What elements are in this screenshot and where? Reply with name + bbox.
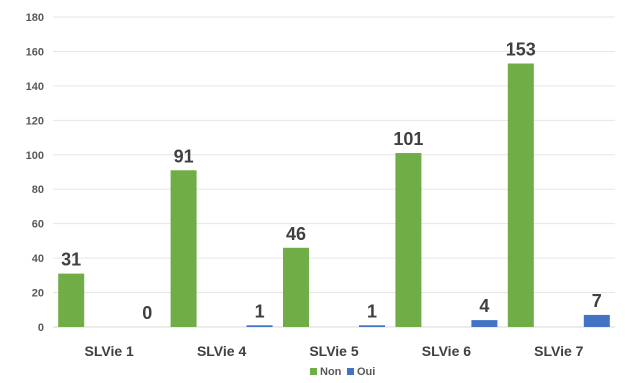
bar-oui xyxy=(246,325,273,327)
y-tick-label: 20 xyxy=(32,288,44,300)
x-category-label: SLVie 5 xyxy=(309,343,359,359)
data-label: 31 xyxy=(61,250,81,270)
y-tick-label: 100 xyxy=(26,150,44,162)
x-category-label: SLVie 7 xyxy=(534,343,584,359)
legend-label-oui: Oui xyxy=(357,366,375,378)
y-tick-label: 120 xyxy=(26,115,44,127)
x-category-label: SLVie 4 xyxy=(197,343,247,359)
y-tick-label: 40 xyxy=(32,253,44,265)
bar-oui xyxy=(359,325,385,327)
bar-non xyxy=(507,63,534,327)
data-label: 0 xyxy=(142,303,152,323)
y-tick-label: 0 xyxy=(38,322,44,334)
bars xyxy=(58,63,610,327)
bar-non xyxy=(58,273,85,327)
bar-non xyxy=(170,170,197,327)
legend-label-non: Non xyxy=(320,366,342,378)
data-label: 91 xyxy=(174,146,194,166)
bar-non xyxy=(283,247,309,327)
data-label: 1 xyxy=(255,301,265,321)
data-label: 46 xyxy=(286,224,306,244)
data-labels: 31 0 91 1 46 1 101 4 153 7 xyxy=(61,40,602,324)
x-category-label: SLVie 6 xyxy=(422,343,472,359)
y-tick-label: 160 xyxy=(26,46,44,58)
legend-swatch-oui xyxy=(347,368,354,375)
legend-swatch-non xyxy=(310,368,317,375)
data-label: 4 xyxy=(479,296,489,316)
bar-oui xyxy=(583,314,610,327)
y-tick-label: 180 xyxy=(26,12,44,24)
data-label: 1 xyxy=(367,301,377,321)
x-category-label: SLVie 1 xyxy=(85,343,135,359)
y-tick-label: 60 xyxy=(32,219,44,231)
bar-non xyxy=(395,153,422,327)
bar-oui xyxy=(471,320,498,327)
data-label: 153 xyxy=(506,40,536,60)
x-axis-categories: SLVie 1 SLVie 4 SLVie 5 SLVie 6 SLVie 7 xyxy=(85,343,584,359)
y-axis-ticks: 0 20 40 60 80 100 120 140 160 180 xyxy=(26,12,44,334)
data-label: 7 xyxy=(592,291,602,311)
gridlines xyxy=(53,16,615,328)
legend: Non Oui xyxy=(310,366,375,378)
y-tick-label: 140 xyxy=(26,81,44,93)
y-tick-label: 80 xyxy=(32,184,44,196)
data-label: 101 xyxy=(393,129,423,149)
